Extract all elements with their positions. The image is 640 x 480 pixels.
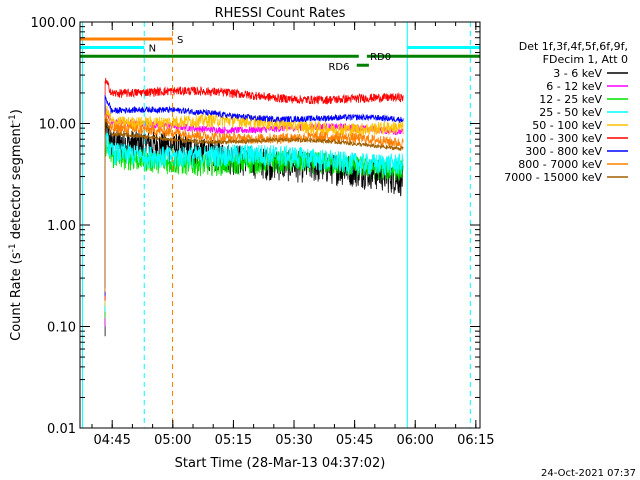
flag-label-3: RD0 xyxy=(370,52,391,63)
legend-label-4: 50 - 100 keV xyxy=(532,119,602,132)
series-line-6 xyxy=(104,94,404,296)
series-line-5 xyxy=(104,77,404,301)
legend-label-3: 25 - 50 keV xyxy=(539,106,602,119)
x-tick-label-3: 05:30 xyxy=(275,433,312,448)
legend-header-line-2: FDecim 1, Att 0 xyxy=(543,53,628,66)
y-axis-label: Count Rate (s-1 detector segment-1) xyxy=(8,109,24,341)
series-line-4 xyxy=(104,102,404,306)
legend-label-5: 100 - 300 keV xyxy=(525,132,602,145)
x-axis-label: Start Time (28-Mar-13 04:37:02) xyxy=(175,456,386,471)
x-tick-label-6: 06:15 xyxy=(457,433,494,448)
x-tick-label-5: 06:00 xyxy=(396,433,433,448)
flag-label-0: S xyxy=(177,35,183,46)
y-tick-label-3: 0.10 xyxy=(47,321,76,336)
chart-title: RHESSI Count Rates xyxy=(215,6,346,21)
series-line-3 xyxy=(104,132,404,312)
y-tick-label-1: 10.00 xyxy=(39,118,76,133)
axes-layer: 100.00 10.00 1.00 0.10 0.01 04:45 05:00 05:15 05… xyxy=(31,16,495,448)
legend-label-0: 3 - 6 keV xyxy=(553,67,602,80)
legend: Det 1f,3f,4f,5f,6f,9f, FDecim 1, Att 0 3… xyxy=(504,40,628,184)
series-line-0 xyxy=(104,117,404,337)
flag-label-2: RD6 xyxy=(328,62,349,73)
x-tick-label-4: 05:45 xyxy=(336,433,373,448)
x-tick-label-2: 05:15 xyxy=(215,433,252,448)
legend-label-1: 6 - 12 keV xyxy=(546,80,602,93)
footer-timestamp: 24-Oct-2021 07:37 xyxy=(541,468,636,479)
flag-label-1: N xyxy=(149,44,156,55)
y-tick-label-2: 1.00 xyxy=(47,219,76,234)
legend-label-8: 7000 - 15000 keV xyxy=(504,171,602,184)
series-line-8 xyxy=(104,119,404,288)
legend-label-6: 300 - 800 keV xyxy=(525,145,602,158)
legend-label-2: 12 - 25 keV xyxy=(539,93,602,106)
legend-header-line-1: Det 1f,3f,4f,5f,6f,9f, xyxy=(519,40,628,53)
y-tick-label-0: 100.00 xyxy=(31,16,77,31)
x-tick-label-1: 05:00 xyxy=(154,433,191,448)
y-tick-label-4: 0.01 xyxy=(47,422,76,437)
legend-label-7: 800 - 7000 keV xyxy=(518,158,602,171)
x-tick-label-0: 04:45 xyxy=(93,433,130,448)
